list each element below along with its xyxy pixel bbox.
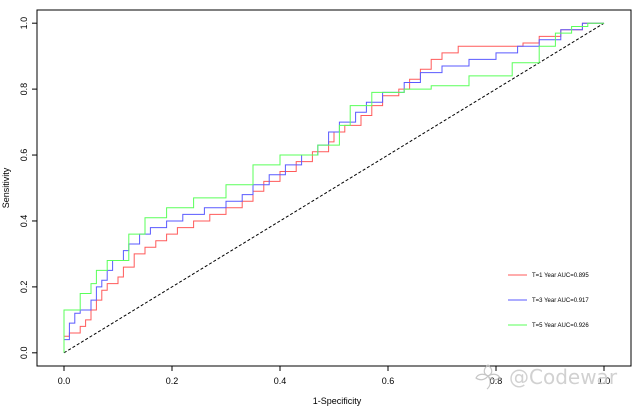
x-tick-label: 1.0 — [598, 376, 611, 386]
x-tick-label: 0.4 — [274, 376, 287, 386]
series-line-1 — [63, 22, 604, 353]
flower-logo-icon — [475, 364, 501, 390]
y-tick-label: 0.8 — [19, 83, 29, 96]
y-axis: 0.0 0.2 0.4 0.6 0.8 1.0 — [19, 17, 37, 359]
x-tick-label: 0.8 — [490, 376, 503, 386]
y-tick-label: 1.0 — [19, 17, 29, 30]
y-tick-label: 0.6 — [19, 149, 29, 162]
legend-label: T=3 Year AUC=0.917 — [532, 298, 589, 304]
y-axis-title: Sensitivity — [1, 167, 11, 208]
x-tick-label: 0.6 — [382, 376, 395, 386]
watermark: @Codewar — [475, 364, 618, 390]
x-tick-label: 0.0 — [58, 376, 71, 386]
x-tick-label: 0.2 — [166, 376, 179, 386]
y-tick-label: 0.4 — [19, 215, 29, 228]
legend-label: T=5 Year AUC=0.926 — [532, 323, 589, 329]
reference-diagonal-line — [63, 22, 605, 354]
legend-label: T=1 Year AUC=0.895 — [532, 273, 589, 279]
x-axis-title: 1-Specificity — [313, 396, 362, 406]
x-axis: 0.0 0.2 0.4 0.6 0.8 1.0 — [58, 366, 611, 386]
y-tick-label: 0.2 — [19, 281, 29, 294]
series-line-3 — [63, 22, 604, 353]
watermark-text: @Codewar — [509, 365, 618, 389]
y-tick-label: 0.0 — [19, 347, 29, 360]
legend: T=1 Year AUC=0.895 T=3 Year AUC=0.917 T=5 … — [508, 273, 589, 329]
series-lines — [63, 22, 604, 353]
plot-frame — [36, 9, 632, 367]
